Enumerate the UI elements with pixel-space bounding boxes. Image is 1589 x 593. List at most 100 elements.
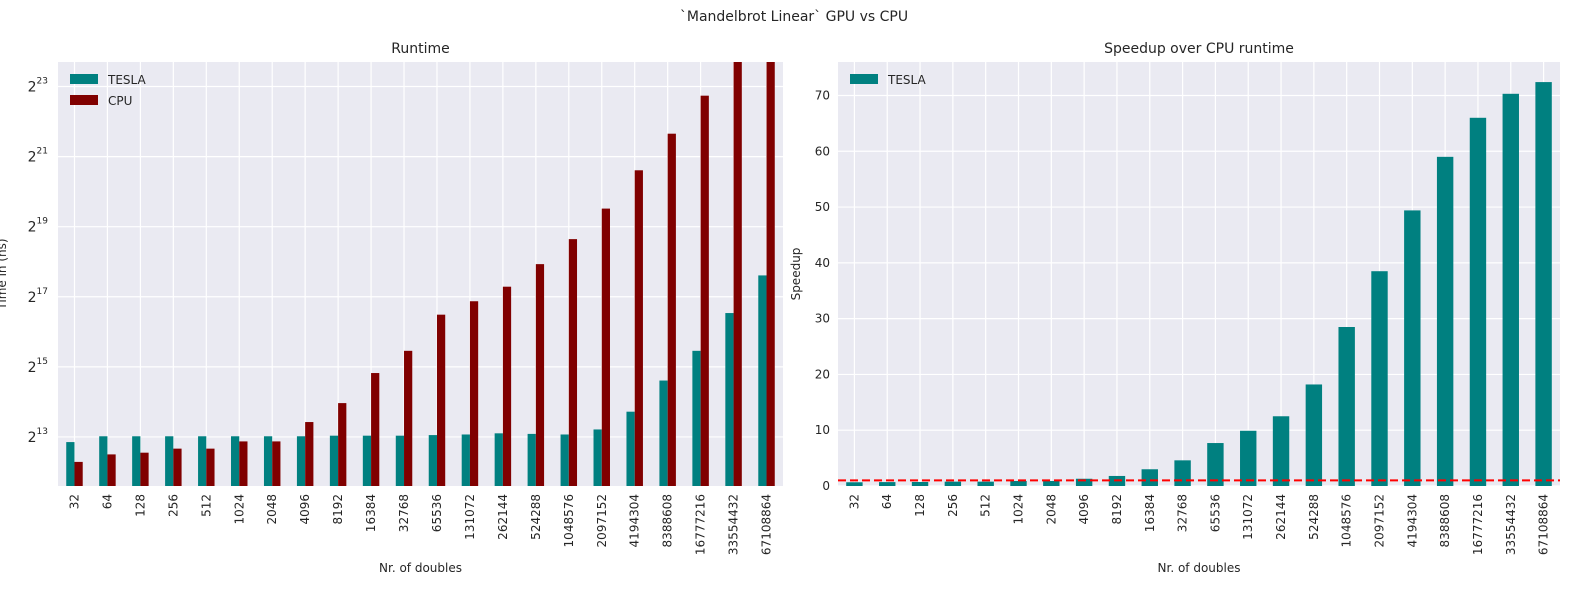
x-tick-label: 8192 [331, 494, 345, 525]
x-tick-label: 2097152 [1373, 494, 1387, 547]
x-tick-label: 131072 [463, 494, 477, 540]
y-tick-label: 217 [28, 287, 48, 306]
speedup-x-label: Nr. of doubles [1158, 561, 1241, 575]
x-tick-label: 4096 [1077, 494, 1091, 525]
x-tick-label: 32 [847, 494, 861, 509]
y-tick-label: 70 [815, 88, 830, 102]
bar-tesla-16384 [1141, 469, 1158, 486]
x-tick-label: 33554432 [727, 494, 741, 555]
bar-tesla-2048 [1043, 480, 1060, 486]
x-tick-label: 256 [946, 494, 960, 517]
legend-swatch-tesla [850, 74, 878, 84]
bar-cpu-2048 [272, 441, 281, 486]
bar-tesla-32 [846, 482, 863, 486]
legend-label-cpu: CPU [108, 94, 132, 108]
bar-tesla-256 [944, 481, 962, 486]
bar-tesla-64 [879, 482, 896, 486]
y-tick-label: 40 [815, 256, 830, 270]
y-tick-label: 10 [815, 423, 830, 437]
x-tick-label: 1024 [1012, 494, 1026, 525]
bar-cpu-65536 [436, 314, 446, 486]
speedup-x-ticks: 32 64 128 256 512 1024 2048 4096 8192 16384 32768 6… [847, 494, 1550, 555]
bar-tesla-4096 [1075, 478, 1093, 486]
runtime-bars [66, 62, 775, 486]
x-tick-label: 16384 [364, 494, 378, 532]
bar-tesla-65536 [428, 435, 437, 486]
bar-cpu-1024 [239, 441, 248, 486]
x-tick-label: 512 [199, 494, 213, 517]
bar-cpu-8388608 [667, 133, 676, 486]
x-tick-label: 32768 [1176, 494, 1190, 532]
bar-tesla-2097152 [1371, 271, 1388, 486]
bar-cpu-32768 [404, 350, 413, 486]
legend-label-tesla: TESLA [107, 73, 146, 87]
x-tick-label: 524288 [529, 494, 543, 540]
bar-tesla-8388608 [659, 380, 668, 486]
runtime-x-label: Nr. of doubles [379, 561, 462, 575]
x-tick-label: 64 [100, 494, 114, 509]
x-tick-label: 16777216 [1471, 494, 1485, 555]
x-tick-label: 16777216 [694, 494, 708, 555]
x-tick-label: 8388608 [661, 494, 675, 547]
y-tick-label: 215 [28, 357, 48, 376]
y-tick-label: 221 [28, 147, 48, 166]
bar-cpu-16384 [371, 373, 380, 486]
bar-tesla-67108864 [758, 275, 767, 486]
bar-tesla-64 [99, 436, 108, 486]
y-tick-label: 30 [815, 312, 830, 326]
x-tick-label: 256 [166, 494, 180, 517]
y-tick-label: 60 [815, 144, 830, 158]
bar-tesla-131072 [1240, 430, 1257, 486]
bar-cpu-1048576 [568, 239, 578, 486]
bar-tesla-128 [132, 436, 141, 486]
speedup-chart: 32 64 128 256 512 1024 2048 4096 8192 16384 32768 6… [789, 41, 1560, 575]
legend-label-tesla: TESLA [887, 73, 926, 87]
bar-tesla-2048 [263, 436, 273, 486]
x-tick-label: 262144 [496, 494, 510, 540]
x-tick-label: 1048576 [1340, 494, 1354, 547]
x-tick-label: 4194304 [1405, 494, 1419, 547]
bar-tesla-32768 [395, 435, 405, 486]
bar-tesla-128 [911, 481, 929, 486]
bar-tesla-4096 [296, 436, 306, 486]
speedup-grid [838, 62, 1560, 487]
bar-tesla-1024 [231, 436, 240, 486]
legend-swatch-tesla [70, 74, 98, 84]
bar-cpu-64 [107, 454, 116, 486]
x-tick-label: 2048 [1044, 494, 1058, 525]
bar-tesla-524288 [1305, 384, 1323, 486]
bar-tesla-512 [977, 481, 994, 486]
bar-tesla-512 [198, 436, 207, 486]
x-tick-label: 33554432 [1504, 494, 1518, 555]
bar-tesla-256 [165, 436, 174, 486]
x-tick-label: 262144 [1274, 494, 1288, 540]
y-tick-label: 0 [822, 479, 830, 493]
x-tick-label: 16384 [1143, 494, 1157, 532]
y-tick-label: 50 [815, 200, 830, 214]
bar-tesla-8192 [329, 435, 339, 486]
speedup-y-ticks: 0 10 20 30 40 50 60 70 [815, 88, 830, 493]
bar-tesla-33554432 [1502, 93, 1519, 487]
figure-title: `Mandelbrot Linear` GPU vs CPU [680, 9, 908, 25]
x-tick-label: 1048576 [562, 494, 576, 547]
x-tick-label: 4096 [298, 494, 312, 525]
bar-cpu-131072 [469, 301, 479, 486]
bar-tesla-2097152 [593, 429, 602, 486]
speedup-title: Speedup over CPU runtime [1104, 41, 1294, 57]
runtime-x-ticks: 32 64 128 256 512 1024 2048 4096 8192 16384 32768 6… [67, 494, 773, 555]
x-tick-label: 128 [913, 494, 927, 517]
speedup-y-label: Speedup [789, 248, 803, 301]
bar-tesla-524288 [527, 433, 536, 486]
bar-cpu-33554432 [733, 62, 742, 486]
runtime-legend: TESLA CPU [70, 73, 146, 108]
bar-cpu-128 [140, 452, 149, 486]
bar-tesla-16384 [362, 435, 372, 486]
y-tick-label: 219 [28, 217, 49, 236]
x-tick-label: 2048 [265, 494, 279, 525]
x-tick-label: 64 [880, 494, 894, 509]
bar-tesla-4194304 [1404, 210, 1421, 486]
x-tick-label: 512 [979, 494, 993, 517]
legend-swatch-cpu [70, 95, 98, 105]
x-tick-label: 65536 [1208, 494, 1222, 532]
